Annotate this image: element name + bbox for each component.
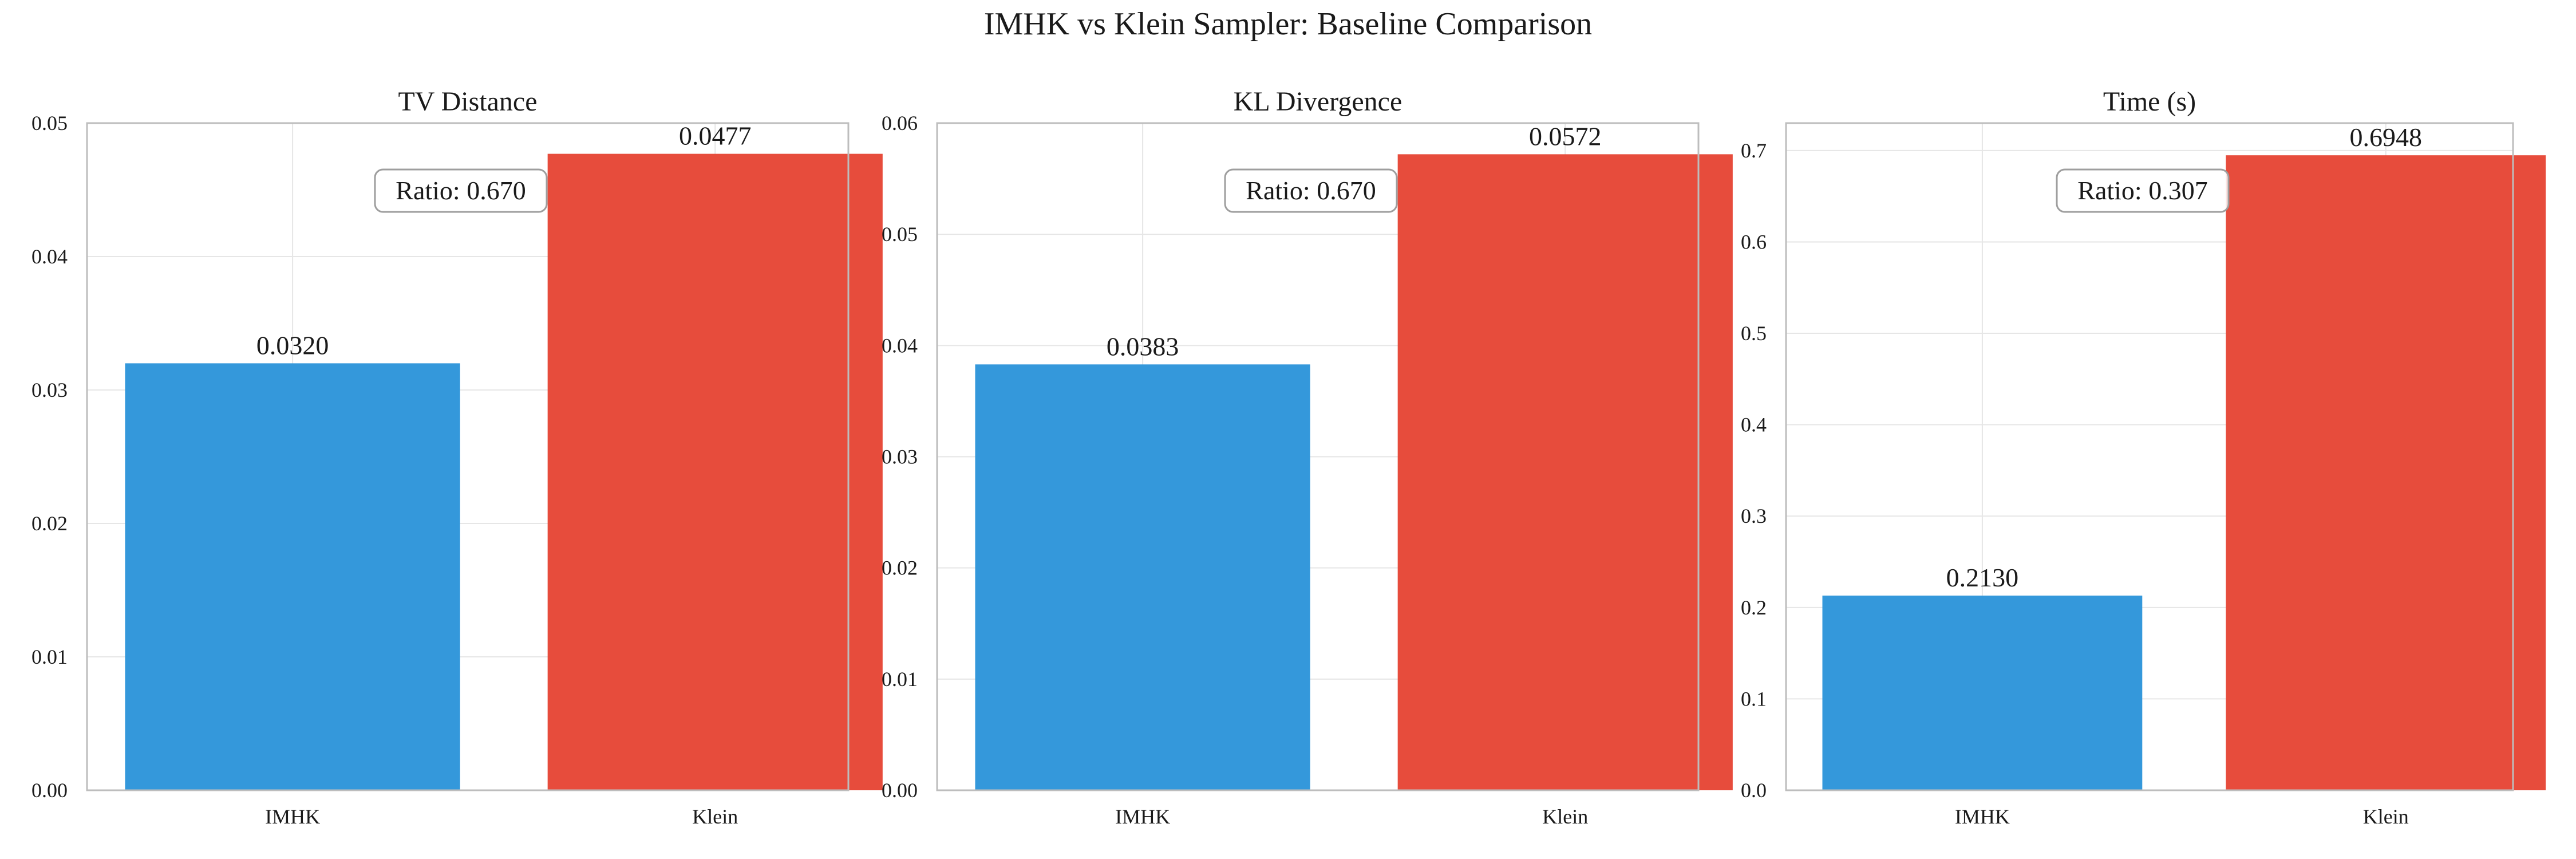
bar-value-label: 0.6948 xyxy=(2350,123,2423,152)
plot-frame xyxy=(86,122,850,791)
bar-value-label: 0.0320 xyxy=(256,330,329,360)
bar-imhk xyxy=(1822,596,2143,790)
y-tick-label: 0.04 xyxy=(882,334,918,357)
ratio-annotation-box xyxy=(1224,168,1398,213)
y-tick-label: 0.01 xyxy=(31,645,68,668)
x-tick-label: IMHK xyxy=(265,805,320,828)
bar-imhk xyxy=(125,363,460,790)
ratio-annotation-text: Ratio: 0.670 xyxy=(1246,176,1376,205)
bar-klein xyxy=(2226,155,2546,791)
bar-value-label: 0.0383 xyxy=(1107,332,1179,361)
bar-klein xyxy=(1397,154,1733,790)
y-tick-label: 0.6 xyxy=(1741,230,1767,253)
y-tick-label: 0.0 xyxy=(1741,779,1767,802)
y-tick-label: 0.05 xyxy=(31,112,68,135)
ratio-annotation-text: Ratio: 0.307 xyxy=(2077,176,2207,205)
y-tick-label: 0.2 xyxy=(1741,596,1767,619)
y-tick-label: 0.02 xyxy=(882,557,918,580)
bar-imhk xyxy=(975,364,1310,790)
y-tick-label: 0.02 xyxy=(31,512,68,535)
panel-title: Time (s) xyxy=(2103,86,2196,117)
y-tick-label: 0.06 xyxy=(882,112,918,135)
x-tick-label: Klein xyxy=(2363,805,2409,828)
figure-title: IMHK vs Klein Sampler: Baseline Comparis… xyxy=(983,6,1593,42)
plot-frame xyxy=(936,122,1700,791)
ratio-annotation-box xyxy=(2056,168,2230,213)
y-tick-label: 0.00 xyxy=(31,779,68,802)
y-tick-label: 0.5 xyxy=(1741,322,1767,345)
bar-value-label: 0.0572 xyxy=(1529,121,1602,151)
ratio-annotation: Ratio: 0.307 xyxy=(2056,168,2230,213)
y-tick-label: 0.05 xyxy=(882,223,918,246)
x-tick-label: IMHK xyxy=(1955,805,2010,828)
y-tick-label: 0.04 xyxy=(31,245,68,268)
bar-value-label: 0.2130 xyxy=(1946,563,2019,592)
x-tick-label: Klein xyxy=(1542,805,1588,828)
panel-title: KL Divergence xyxy=(1234,86,1402,117)
y-tick-label: 0.4 xyxy=(1741,413,1767,436)
x-tick-label: Klein xyxy=(692,805,738,828)
y-tick-label: 0.7 xyxy=(1741,139,1767,162)
x-tick-label: IMHK xyxy=(1115,805,1170,828)
bar-klein xyxy=(547,153,883,791)
plot-frame xyxy=(1785,122,2514,791)
y-tick-label: 0.01 xyxy=(882,668,918,691)
y-tick-label: 0.00 xyxy=(882,779,918,802)
ratio-annotation: Ratio: 0.670 xyxy=(374,168,548,213)
ratio-annotation: Ratio: 0.670 xyxy=(1224,168,1398,213)
bar-value-label: 0.0477 xyxy=(679,121,752,151)
y-tick-label: 0.03 xyxy=(31,379,68,401)
panel-title: TV Distance xyxy=(398,86,537,117)
ratio-annotation-text: Ratio: 0.670 xyxy=(396,176,526,205)
y-tick-label: 0.1 xyxy=(1741,687,1767,710)
y-tick-label: 0.03 xyxy=(882,446,918,468)
y-tick-label: 0.3 xyxy=(1741,505,1767,527)
ratio-annotation-box xyxy=(374,168,548,213)
